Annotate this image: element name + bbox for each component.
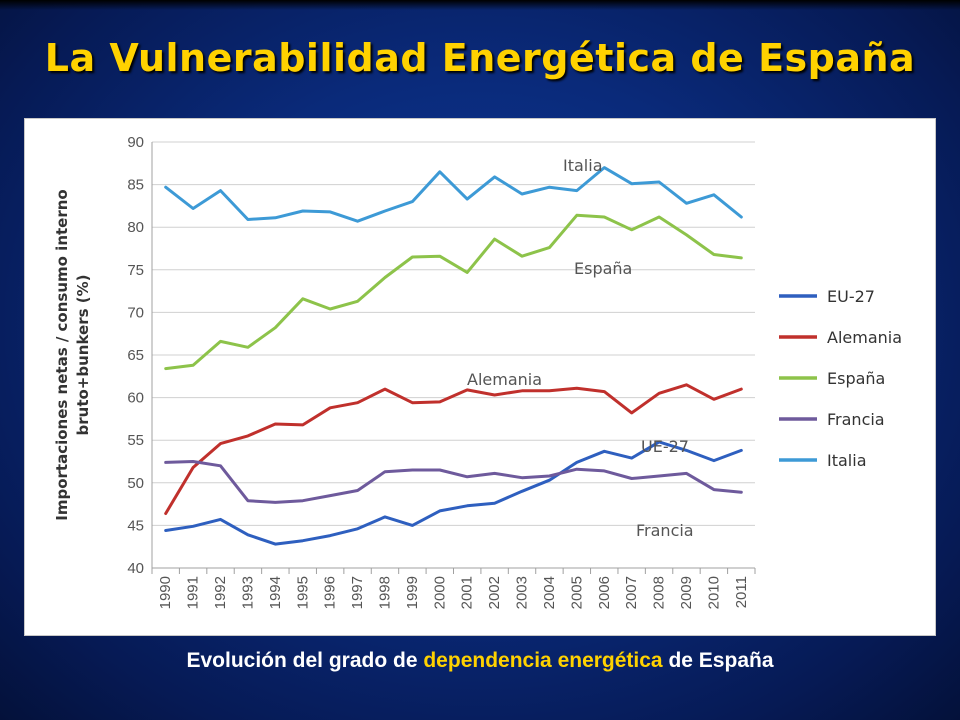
y-tick-label: 85 bbox=[127, 177, 144, 194]
x-tick-label: 2005 bbox=[568, 576, 585, 609]
slide-title: La Vulnerabilidad Energética de España bbox=[44, 36, 916, 80]
x-tick-label: 1997 bbox=[349, 576, 366, 609]
axes bbox=[151, 142, 756, 574]
chart-frame: 40 45 50 55 60 65 70 75 80 85 90 1990 1991 1992 1993 19… bbox=[24, 118, 936, 636]
tick-labels: 40 45 50 55 60 65 70 75 80 85 90 1990 1991 1992 1993 19… bbox=[127, 134, 749, 609]
x-tick-label: 1992 bbox=[212, 576, 229, 609]
legend-label: Alemania bbox=[827, 328, 902, 347]
legend: EU-27 Alemania España Francia Italia bbox=[779, 287, 902, 470]
y-axis-title: Importaciones netas / consumo interno bru… bbox=[53, 189, 92, 520]
x-tick-label: 1993 bbox=[239, 576, 256, 609]
x-tick-label: 2011 bbox=[733, 576, 750, 608]
x-tick-label: 2007 bbox=[623, 576, 640, 609]
x-tick-label: 1998 bbox=[376, 576, 393, 609]
chart-caption: Evolución del grado de dependencia energ… bbox=[0, 649, 960, 673]
y-tick-label: 45 bbox=[127, 517, 144, 534]
gridlines bbox=[152, 141, 755, 569]
series-line-francia bbox=[164, 460, 743, 504]
x-tick-label: 2003 bbox=[514, 576, 531, 609]
dependency-line-chart: 40 45 50 55 60 65 70 75 80 85 90 1990 1991 1992 1993 19… bbox=[53, 134, 902, 609]
series-lines bbox=[164, 166, 743, 546]
y-axis-label-line2: bruto+bunkers (%) bbox=[74, 275, 92, 436]
y-tick-label: 40 bbox=[127, 560, 144, 577]
x-tick-label: 2002 bbox=[486, 576, 503, 609]
legend-label: Francia bbox=[827, 410, 885, 429]
top-dark-band bbox=[0, 0, 960, 10]
y-axis-label-line1: Importaciones netas / consumo interno bbox=[53, 189, 71, 520]
line-annotations: Italia España Alemania UE-27 Francia bbox=[467, 156, 694, 540]
series-line-eu-27 bbox=[164, 440, 743, 546]
y-tick-label: 55 bbox=[127, 432, 144, 449]
y-tick-label: 50 bbox=[127, 475, 144, 492]
annotation-label: Italia bbox=[563, 156, 603, 175]
x-tick-label: 2009 bbox=[678, 576, 695, 609]
caption-highlight: dependencia energética bbox=[423, 649, 663, 672]
x-tick-label: 2004 bbox=[541, 576, 558, 609]
y-tick-label: 80 bbox=[127, 219, 144, 236]
series-line-alemania bbox=[164, 383, 743, 515]
legend-label: EU-27 bbox=[827, 287, 875, 306]
annotation-label: España bbox=[574, 259, 632, 278]
annotation-label: Alemania bbox=[467, 370, 542, 389]
x-tick-label: 1991 bbox=[185, 576, 202, 609]
annotation-label: Francia bbox=[636, 521, 694, 540]
x-tick-label: 1994 bbox=[267, 576, 284, 609]
legend-label: Italia bbox=[827, 451, 867, 470]
x-tick-label: 2001 bbox=[459, 576, 476, 609]
x-tick-label: 1995 bbox=[294, 576, 311, 609]
y-tick-label: 90 bbox=[127, 134, 144, 151]
series-line-italia bbox=[164, 166, 743, 223]
annotation-label: UE-27 bbox=[641, 437, 689, 456]
y-tick-label: 65 bbox=[127, 347, 144, 364]
x-tick-label: 2008 bbox=[651, 576, 668, 609]
x-tick-label: 2006 bbox=[596, 576, 613, 609]
caption-text-start: Evolución del grado de bbox=[186, 649, 424, 672]
y-tick-label: 75 bbox=[127, 262, 144, 279]
x-tick-label: 2000 bbox=[431, 576, 448, 609]
x-tick-label: 1990 bbox=[157, 576, 174, 609]
y-tick-label: 60 bbox=[127, 390, 144, 407]
x-tick-label: 1999 bbox=[404, 576, 421, 609]
x-tick-label: 1996 bbox=[322, 576, 339, 609]
legend-label: España bbox=[827, 369, 885, 388]
caption-text-end: de España bbox=[662, 649, 774, 672]
x-tick-label: 2010 bbox=[705, 576, 722, 609]
y-tick-label: 70 bbox=[127, 304, 144, 321]
series-line-españa bbox=[164, 213, 743, 371]
